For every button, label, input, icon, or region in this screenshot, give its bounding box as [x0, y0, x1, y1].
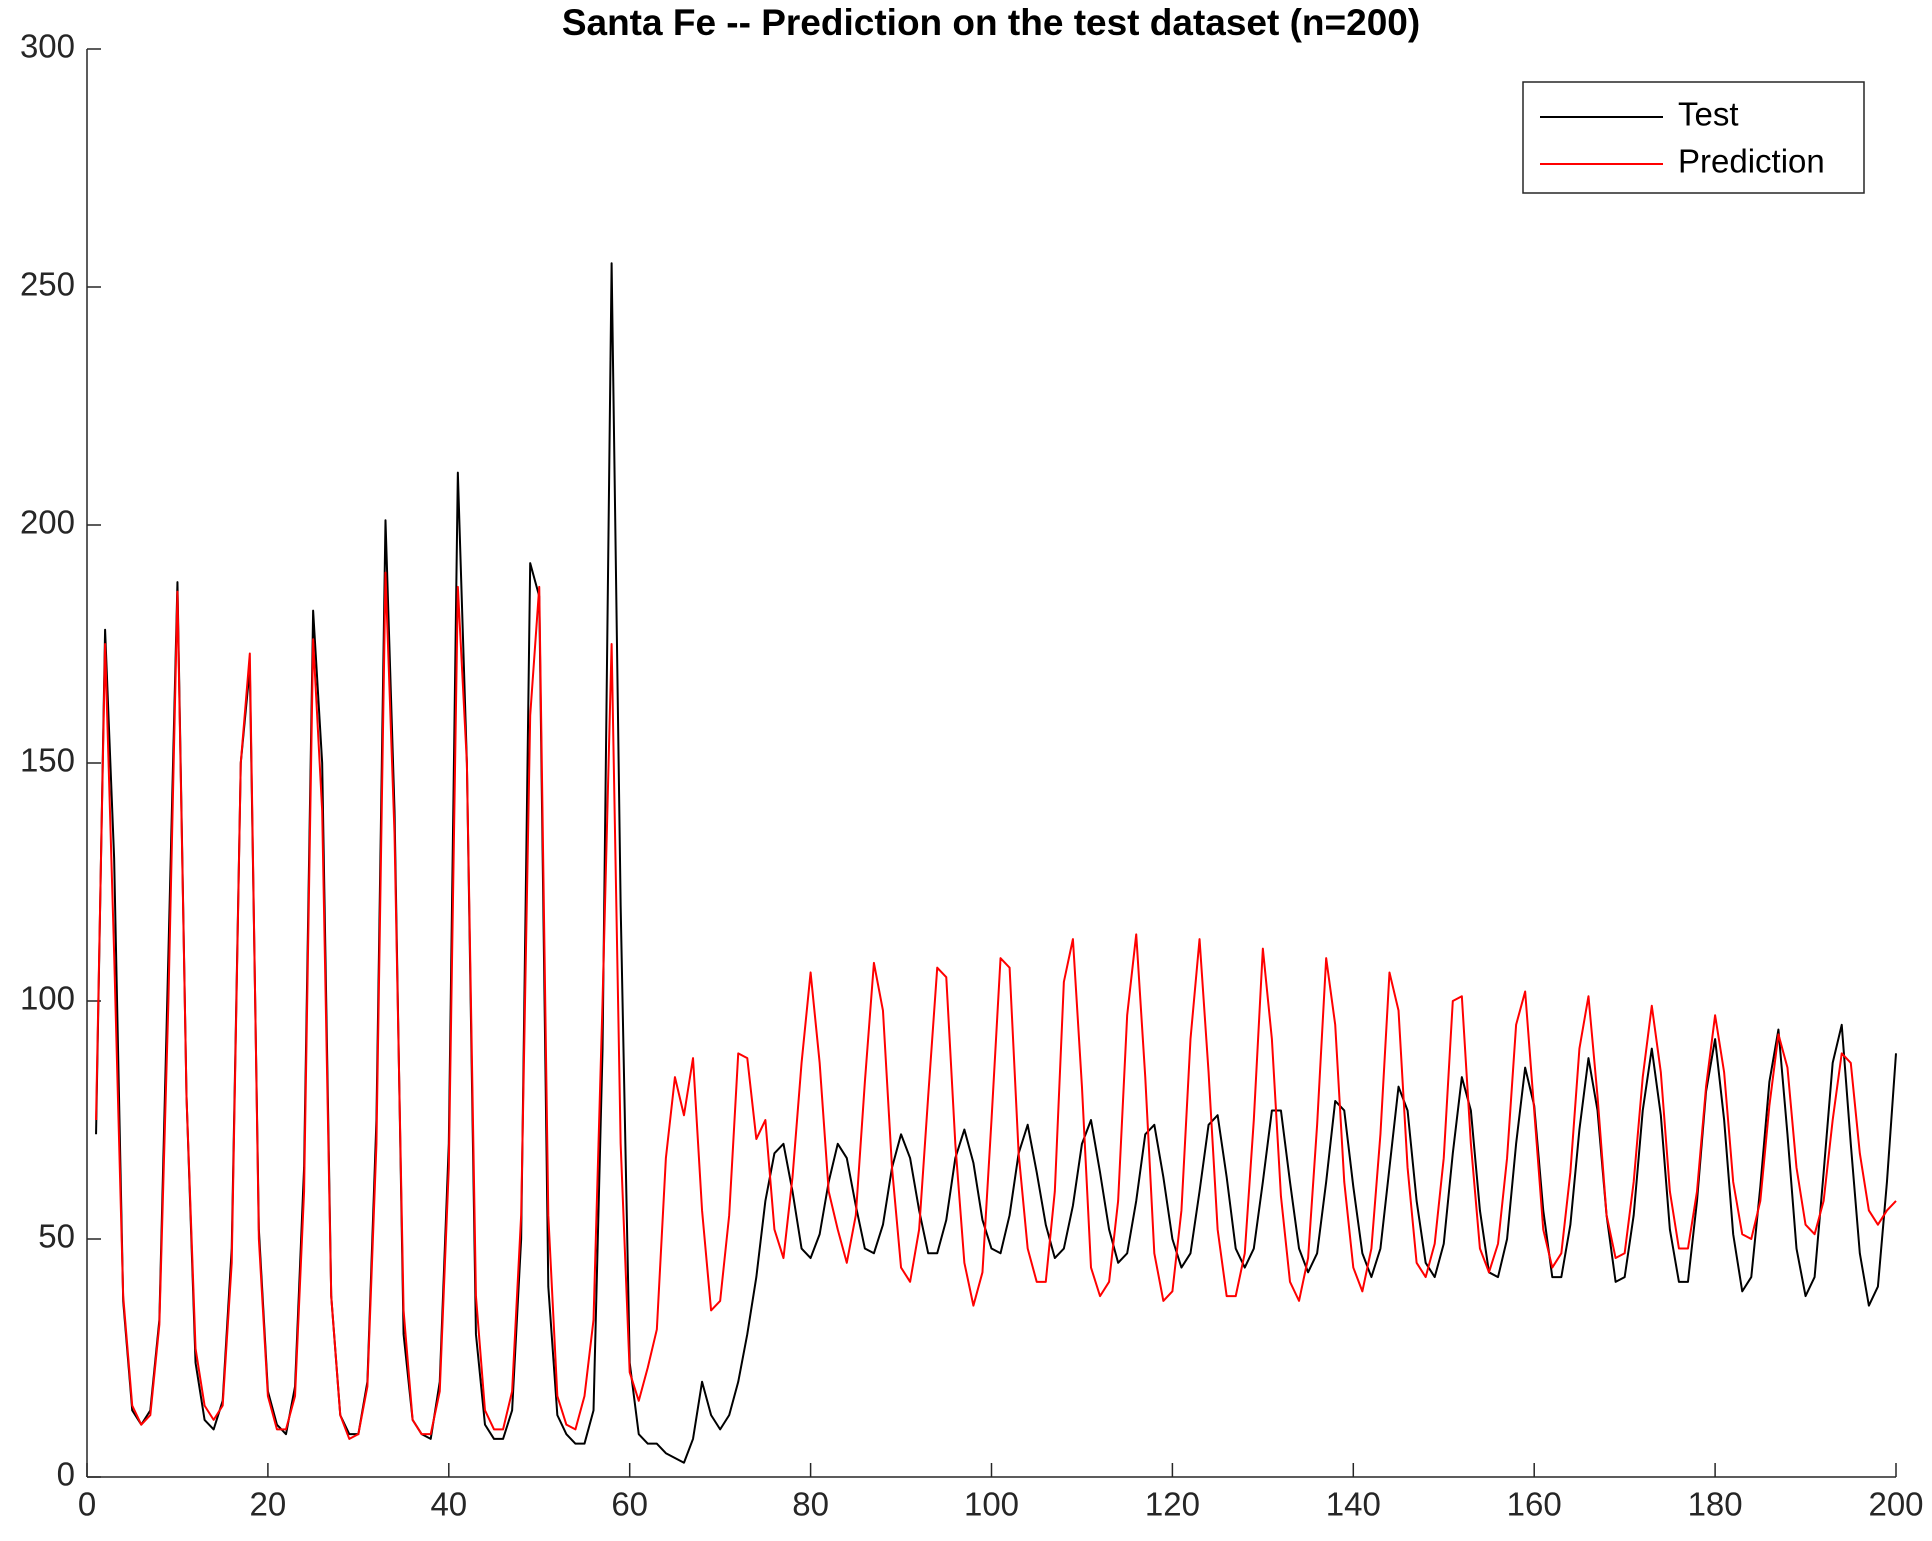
legend-label: Test — [1678, 96, 1739, 133]
x-tick-label: 120 — [1145, 1486, 1200, 1523]
legend-box — [1522, 81, 1865, 194]
x-tick-label: 200 — [1868, 1486, 1923, 1523]
x-tick-label: 80 — [792, 1486, 829, 1523]
y-tick-label: 50 — [38, 1218, 75, 1255]
x-tick-label: 0 — [78, 1486, 96, 1523]
x-tick-label: 180 — [1688, 1486, 1743, 1523]
y-tick-label: 300 — [20, 28, 75, 65]
y-tick-label: 200 — [20, 504, 75, 541]
x-tick-label: 100 — [964, 1486, 1019, 1523]
series-line — [95, 262, 1897, 1464]
x-tick-label: 40 — [430, 1486, 467, 1523]
legend-label: Prediction — [1678, 143, 1825, 180]
y-tick-label: 100 — [20, 980, 75, 1017]
series-line — [95, 571, 1897, 1440]
x-tick-label: 60 — [611, 1486, 648, 1523]
x-tick-label: 20 — [250, 1486, 287, 1523]
chart-title: Santa Fe -- Prediction on the test datas… — [562, 2, 1420, 43]
x-tick-label: 140 — [1326, 1486, 1381, 1523]
y-tick-label: 0 — [57, 1456, 75, 1493]
x-tick-label: 160 — [1507, 1486, 1562, 1523]
y-tick-label: 250 — [20, 266, 75, 303]
y-tick-label: 150 — [20, 742, 75, 779]
